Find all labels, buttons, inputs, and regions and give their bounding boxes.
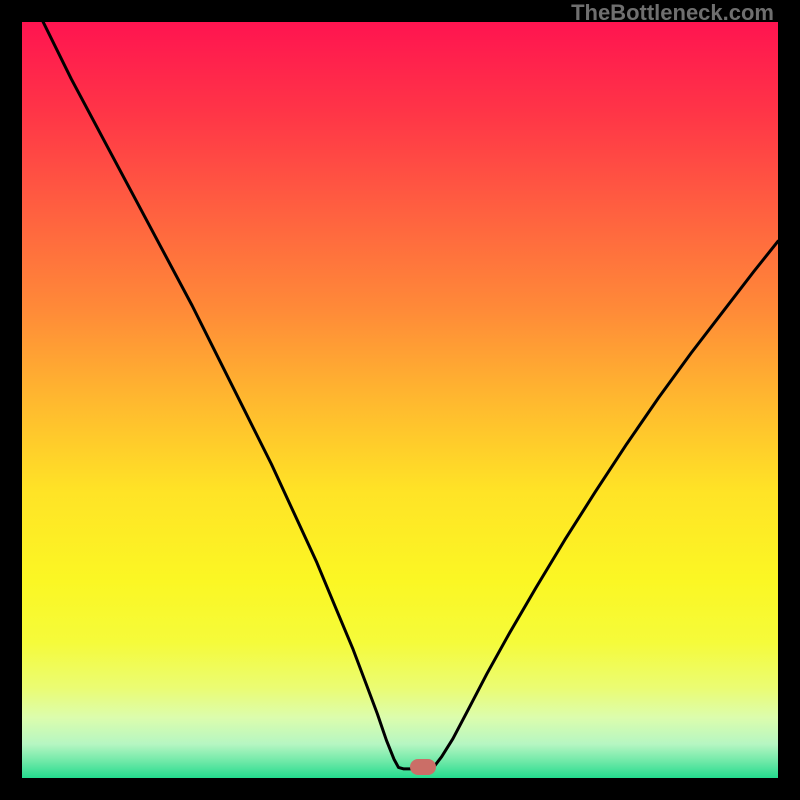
plot-area: [22, 22, 778, 778]
chart-frame: TheBottleneck.com: [0, 0, 800, 800]
watermark-label: TheBottleneck.com: [571, 0, 774, 26]
optimal-point-marker: [410, 759, 436, 775]
bottleneck-curve: [22, 22, 778, 778]
